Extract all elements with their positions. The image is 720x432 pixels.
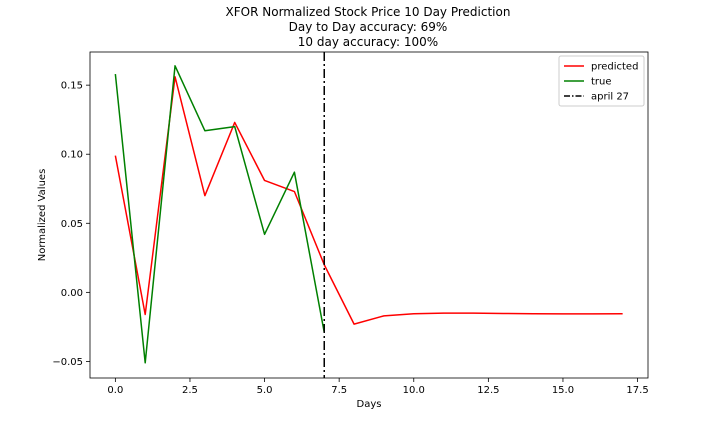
legend-box xyxy=(558,55,645,107)
y-axis-ticks: −0.05 0.00 0.05 0.10 0.15 xyxy=(52,81,90,368)
x-axis-label: Days xyxy=(357,399,382,410)
series-line-true xyxy=(114,65,325,364)
x-tick-label: 12.5 xyxy=(477,385,499,396)
plot-area-frame xyxy=(89,51,649,379)
x-tick-label: 2.5 xyxy=(182,385,198,396)
series-line-predicted xyxy=(114,76,623,325)
x-tick-label: 15.0 xyxy=(552,385,574,396)
chart-legend: predicted true april 27 xyxy=(558,55,645,107)
x-tick-label: 17.5 xyxy=(626,385,648,396)
chart-title: XFOR Normalized Stock Price 10 Day Predi… xyxy=(226,5,511,49)
series-group xyxy=(114,65,623,364)
legend-label-true: true xyxy=(591,77,612,88)
title-line-1: XFOR Normalized Stock Price 10 Day Predi… xyxy=(226,5,511,19)
y-axis-label: Normalized Values xyxy=(37,169,48,262)
title-line-3: 10 day accuracy: 100% xyxy=(298,35,438,49)
y-tick-label: 0.15 xyxy=(61,81,83,92)
legend-label-april-27: april 27 xyxy=(591,92,629,103)
x-tick-label: 10.0 xyxy=(403,385,425,396)
x-tick-label: 5.0 xyxy=(257,385,273,396)
x-tick-label: 0.0 xyxy=(107,385,123,396)
title-line-2: Day to Day accuracy: 69% xyxy=(289,20,448,34)
y-tick-label: −0.05 xyxy=(52,357,83,368)
y-tick-label: 0.10 xyxy=(61,150,83,161)
y-tick-label: 0.00 xyxy=(61,288,83,299)
y-tick-label: 0.05 xyxy=(61,219,83,230)
legend-label-predicted: predicted xyxy=(591,62,638,73)
x-axis-ticks: 0.0 2.5 5.0 7.5 10.0 12.5 15.0 17.5 xyxy=(107,378,649,396)
x-tick-label: 7.5 xyxy=(331,385,347,396)
